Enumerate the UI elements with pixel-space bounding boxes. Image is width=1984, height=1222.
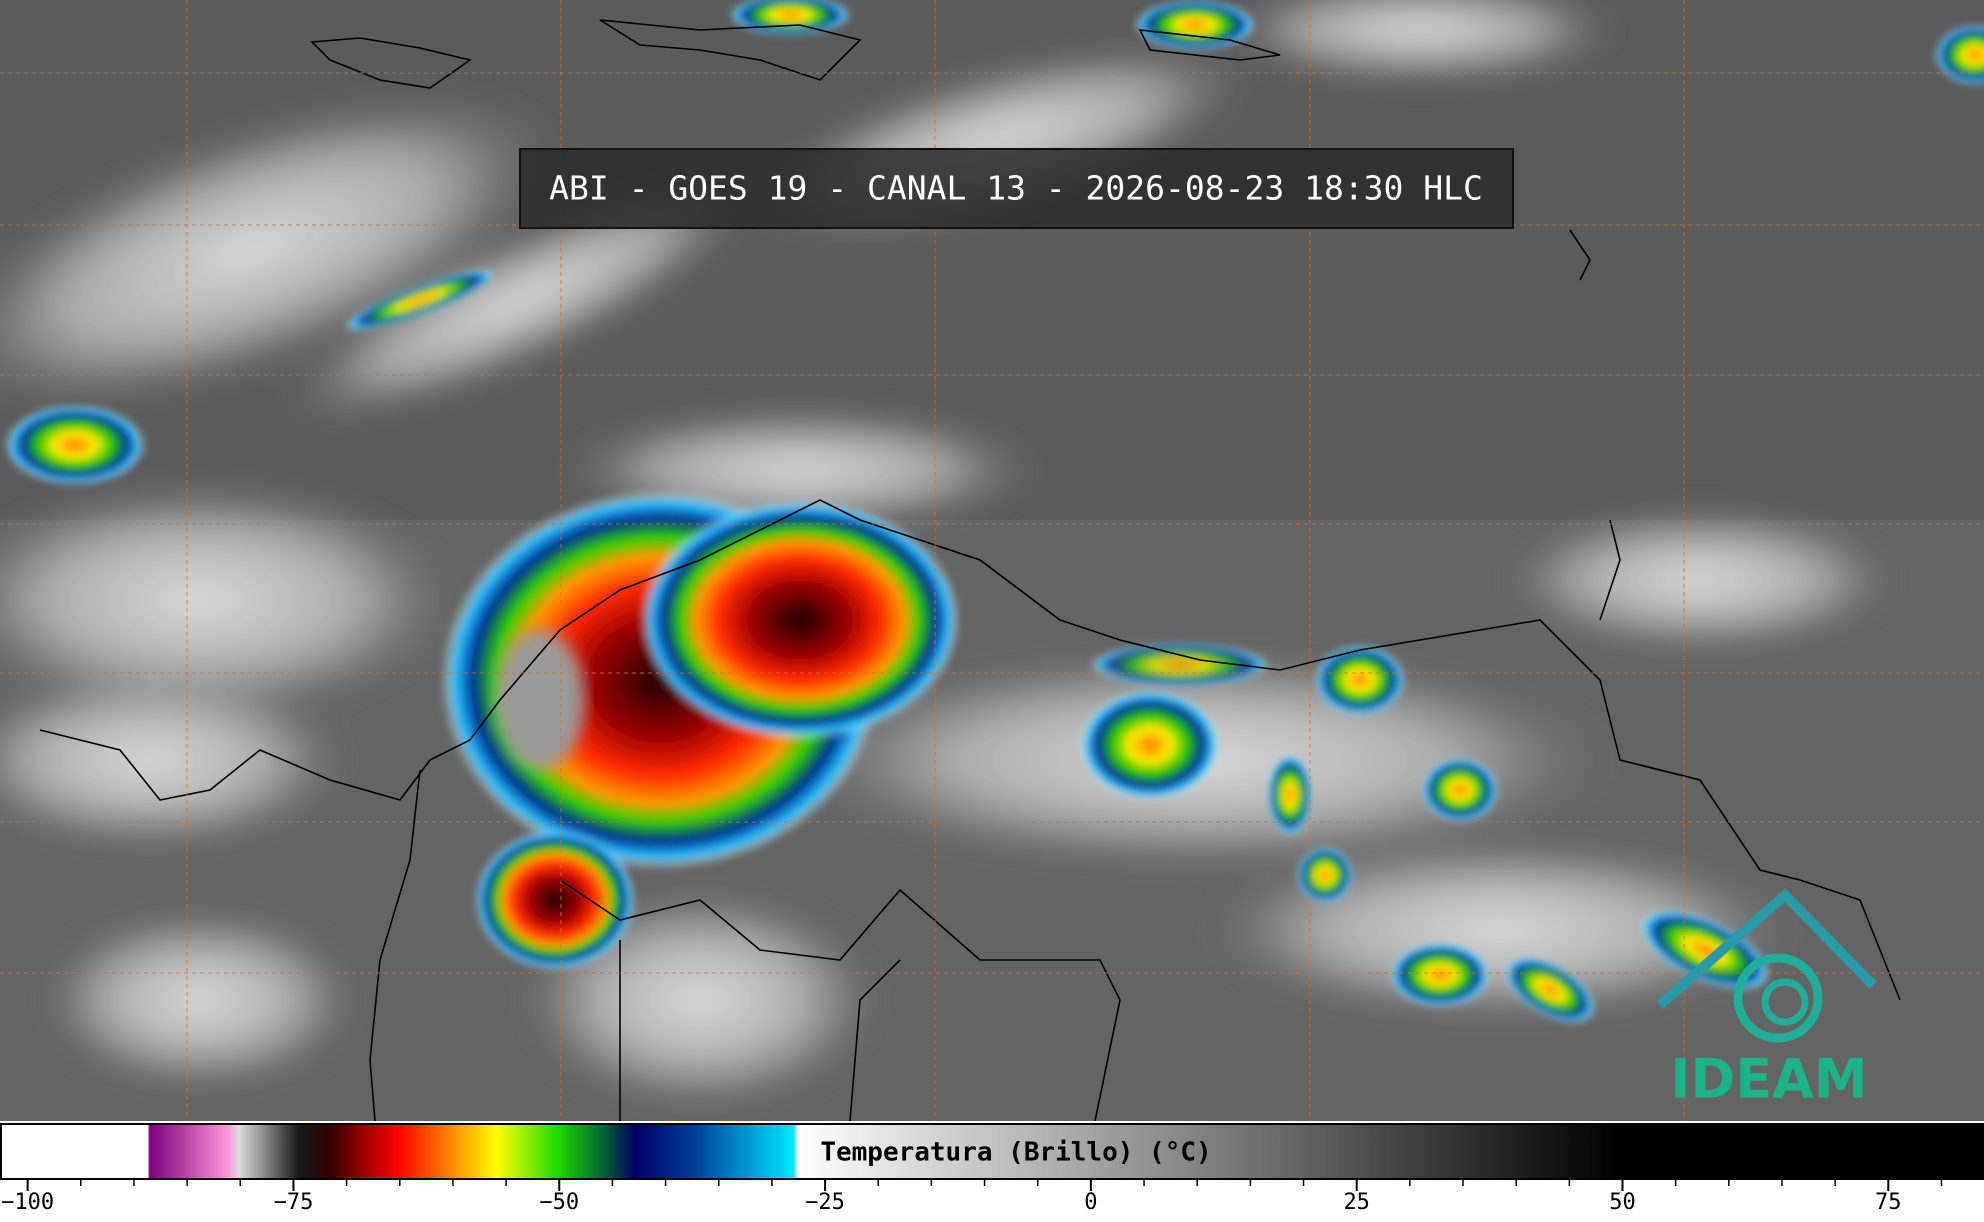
colorbar-label: Temperatura (Brillo) (°C)	[820, 1138, 1211, 1168]
colorbar: Temperatura (Brillo) (°C)	[0, 1121, 1984, 1222]
title-box	[519, 148, 1514, 229]
title: ABI - GOES 19 - CANAL 13 - 2026-08-23 18…	[549, 169, 1483, 208]
colorbar-tick-label: 75	[1875, 1190, 1902, 1215]
colorbar-tick-label: 0	[1084, 1190, 1097, 1215]
colorbar-tick-label: 50	[1609, 1190, 1636, 1215]
colorbar-scale	[0, 1123, 1984, 1180]
colorbar-tick-label: −50	[539, 1190, 579, 1215]
logo: IDEAM	[1656, 888, 1877, 1111]
colorbar-tick-label: 25	[1343, 1190, 1370, 1215]
colorbar-tick-label: −75	[274, 1190, 314, 1215]
colorbar-tick-label: −25	[805, 1190, 845, 1215]
coastlines	[39, 19, 1901, 1122]
colorbar-tick-label: −100	[1, 1190, 54, 1215]
logo-text: IDEAM	[1670, 1048, 1867, 1111]
